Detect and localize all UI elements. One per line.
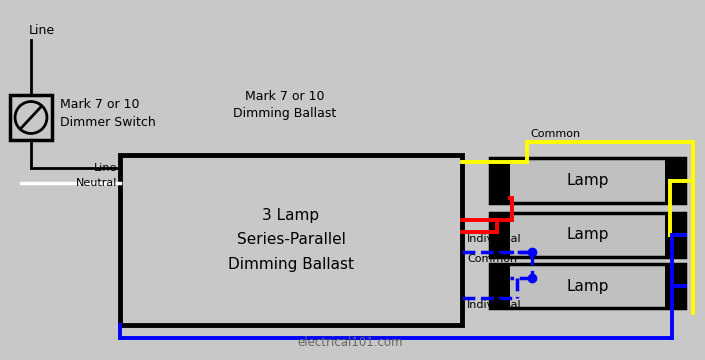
Text: Line: Line (29, 24, 55, 37)
FancyBboxPatch shape (490, 264, 685, 308)
FancyBboxPatch shape (665, 264, 685, 308)
FancyBboxPatch shape (665, 158, 685, 203)
Text: Lamp: Lamp (566, 228, 608, 243)
Text: Common: Common (467, 254, 517, 264)
Text: Individual: Individual (467, 234, 522, 244)
Text: Lamp: Lamp (566, 279, 608, 293)
Text: Lamp: Lamp (566, 173, 608, 188)
Text: Common: Common (530, 129, 580, 139)
FancyBboxPatch shape (490, 158, 510, 203)
Text: Mark 7 or 10
Dimmer Switch: Mark 7 or 10 Dimmer Switch (60, 99, 156, 129)
FancyBboxPatch shape (490, 213, 685, 257)
FancyBboxPatch shape (490, 158, 685, 203)
Text: 3 Lamp
Series-Parallel
Dimming Ballast: 3 Lamp Series-Parallel Dimming Ballast (228, 208, 354, 272)
Circle shape (15, 102, 47, 134)
Text: Line: Line (94, 163, 117, 173)
Text: Mark 7 or 10
Dimming Ballast: Mark 7 or 10 Dimming Ballast (233, 90, 336, 120)
Text: Individual: Individual (467, 300, 522, 310)
FancyBboxPatch shape (665, 213, 685, 257)
FancyBboxPatch shape (490, 213, 510, 257)
FancyBboxPatch shape (490, 264, 510, 308)
Text: Neutral: Neutral (75, 178, 117, 188)
Text: electrical101.com: electrical101.com (298, 336, 403, 348)
FancyBboxPatch shape (10, 95, 52, 140)
FancyBboxPatch shape (120, 155, 462, 325)
